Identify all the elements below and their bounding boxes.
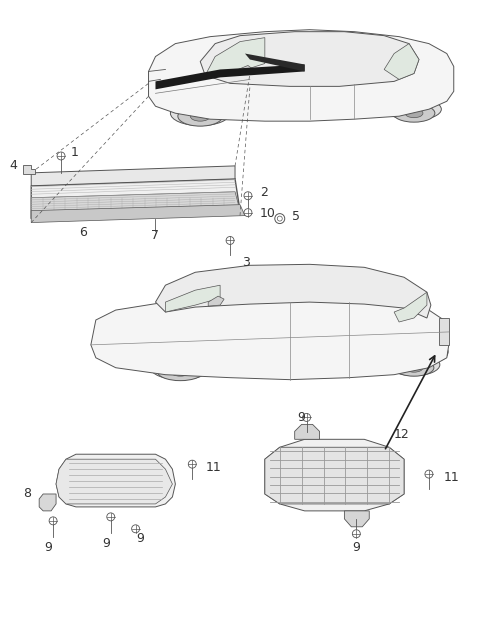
Polygon shape: [265, 447, 404, 504]
Circle shape: [302, 413, 311, 421]
Circle shape: [425, 470, 433, 478]
Polygon shape: [31, 179, 240, 219]
Polygon shape: [56, 454, 175, 507]
Circle shape: [352, 530, 360, 538]
Text: 9: 9: [44, 541, 52, 554]
Ellipse shape: [170, 367, 190, 376]
Ellipse shape: [393, 104, 435, 122]
Polygon shape: [265, 439, 404, 511]
Ellipse shape: [405, 109, 423, 118]
Text: 6: 6: [79, 226, 87, 239]
Polygon shape: [148, 29, 454, 121]
Text: 9: 9: [102, 537, 110, 550]
Polygon shape: [384, 44, 419, 79]
Polygon shape: [295, 424, 320, 439]
Polygon shape: [238, 65, 252, 74]
Polygon shape: [31, 205, 245, 223]
Text: 9: 9: [352, 541, 360, 554]
Polygon shape: [39, 494, 56, 511]
Text: 9: 9: [137, 532, 144, 545]
Ellipse shape: [151, 356, 210, 380]
Polygon shape: [200, 31, 419, 86]
Text: 4: 4: [10, 159, 17, 172]
Polygon shape: [208, 296, 224, 306]
Ellipse shape: [394, 359, 434, 376]
Ellipse shape: [405, 364, 423, 372]
Polygon shape: [205, 38, 265, 76]
Polygon shape: [31, 166, 235, 186]
Polygon shape: [31, 192, 240, 219]
Circle shape: [244, 192, 252, 200]
Ellipse shape: [387, 99, 441, 120]
Circle shape: [57, 152, 65, 160]
Text: 9: 9: [298, 412, 306, 424]
Polygon shape: [245, 54, 305, 72]
Ellipse shape: [388, 354, 440, 376]
Ellipse shape: [426, 343, 448, 361]
Text: 2: 2: [260, 186, 268, 199]
Text: 5: 5: [292, 210, 300, 223]
Polygon shape: [156, 65, 305, 90]
Circle shape: [433, 348, 441, 356]
Text: 10: 10: [260, 207, 276, 220]
Circle shape: [107, 513, 115, 521]
Polygon shape: [394, 292, 427, 322]
Polygon shape: [439, 318, 449, 345]
Text: 11: 11: [205, 461, 221, 474]
Circle shape: [188, 460, 196, 468]
Text: 12: 12: [394, 428, 410, 441]
Polygon shape: [156, 264, 431, 318]
Circle shape: [49, 517, 57, 525]
Text: 7: 7: [152, 229, 159, 242]
Polygon shape: [23, 165, 35, 174]
Text: 1: 1: [71, 147, 79, 159]
Ellipse shape: [178, 106, 223, 126]
Ellipse shape: [170, 100, 230, 125]
Text: 3: 3: [242, 256, 250, 269]
Circle shape: [244, 209, 252, 216]
Ellipse shape: [190, 111, 210, 121]
Polygon shape: [166, 285, 220, 312]
Text: 11: 11: [444, 470, 459, 484]
Polygon shape: [91, 294, 449, 380]
Text: 8: 8: [23, 488, 31, 500]
Polygon shape: [344, 511, 369, 527]
Polygon shape: [56, 459, 172, 504]
Circle shape: [132, 525, 140, 532]
Circle shape: [226, 237, 234, 244]
Ellipse shape: [157, 363, 203, 381]
